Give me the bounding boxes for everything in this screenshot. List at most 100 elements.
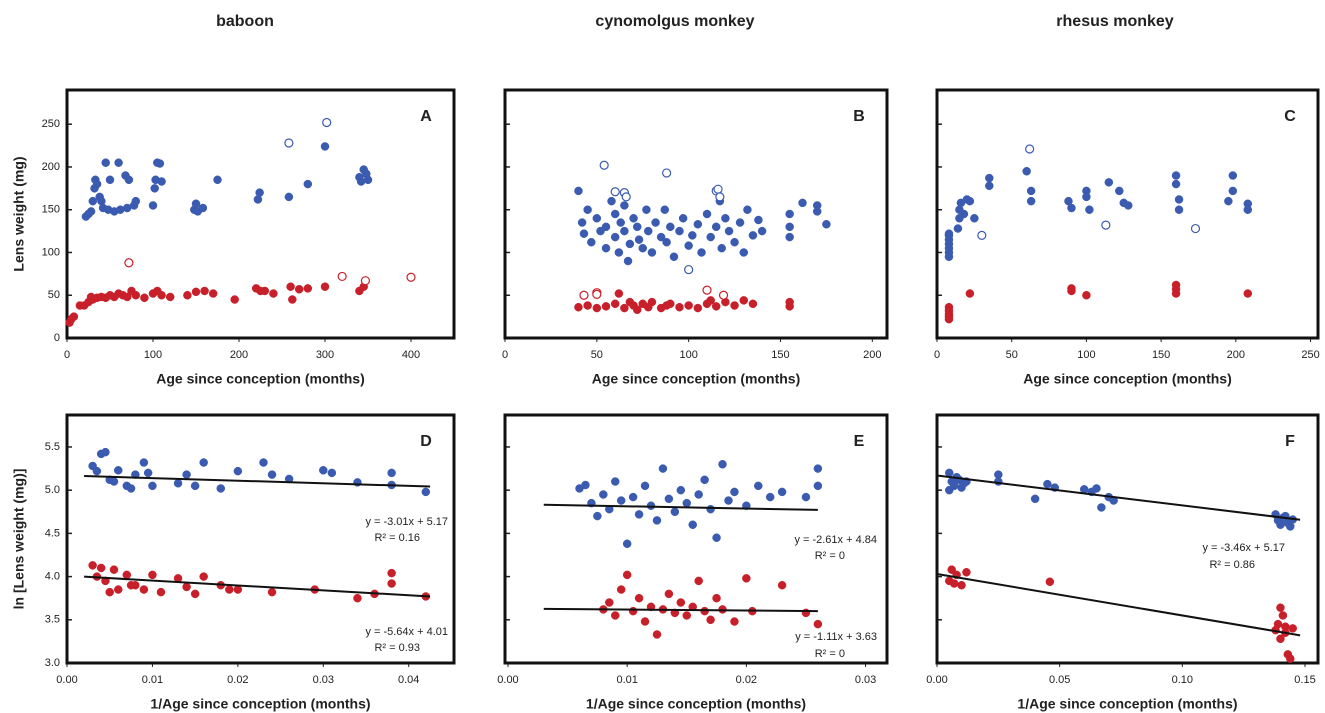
data-point xyxy=(1288,624,1297,633)
trend-r2: R² = 0 xyxy=(815,648,845,660)
y-tick-label: 3.0 xyxy=(45,657,60,669)
x-tick-label: 0.03 xyxy=(855,674,876,686)
data-point xyxy=(1092,484,1101,493)
data-point xyxy=(642,205,651,214)
data-point xyxy=(959,209,969,219)
plot-frame xyxy=(503,88,889,340)
data-point xyxy=(592,214,602,223)
data-point xyxy=(579,290,589,300)
data-point xyxy=(610,187,620,197)
panel-label: E xyxy=(854,433,865,450)
plot-frame xyxy=(65,413,456,665)
x-tick-label: 0.03 xyxy=(313,674,334,686)
data-point xyxy=(156,587,166,597)
data-point xyxy=(1043,479,1052,489)
data-point xyxy=(92,466,102,476)
data-point xyxy=(157,177,166,186)
data-point xyxy=(583,301,592,310)
x-tick-label: 50 xyxy=(591,349,603,361)
data-point xyxy=(985,181,994,191)
data-point xyxy=(1101,220,1111,230)
data-point xyxy=(694,490,703,499)
data-point xyxy=(621,192,631,202)
trend-r2: R² = 0.93 xyxy=(374,642,420,654)
data-point xyxy=(662,237,671,247)
y-tick-label: 3.5 xyxy=(45,614,60,626)
data-point xyxy=(114,158,123,167)
data-point xyxy=(610,611,620,620)
data-point xyxy=(150,184,159,193)
data-point xyxy=(634,235,644,244)
panel-label: A xyxy=(420,108,432,125)
data-point xyxy=(1171,289,1181,298)
x-tick-label: 400 xyxy=(402,349,420,361)
data-point xyxy=(583,205,592,214)
x-tick-label: 250 xyxy=(1301,349,1319,361)
data-point xyxy=(148,481,157,491)
data-point xyxy=(1104,178,1114,187)
data-point xyxy=(985,173,994,183)
data-point xyxy=(724,496,733,505)
data-point xyxy=(114,585,123,594)
column-title: rhesus monkey xyxy=(1056,13,1173,30)
trend-r2: R² = 0.86 xyxy=(1209,559,1255,571)
data-point xyxy=(260,286,270,296)
x-tick-label: 100 xyxy=(144,349,162,361)
data-point xyxy=(739,248,748,257)
data-point xyxy=(1276,603,1285,612)
data-point xyxy=(267,587,277,597)
x-tick-label: 0.02 xyxy=(736,674,757,686)
x-tick-label: 0.15 xyxy=(1294,674,1315,686)
data-point xyxy=(1243,289,1253,298)
data-point xyxy=(724,226,734,236)
data-point xyxy=(664,494,674,504)
trendline xyxy=(543,503,818,511)
data-point xyxy=(684,301,693,310)
plot-frame xyxy=(935,88,1320,340)
data-point xyxy=(1067,203,1076,213)
trendline xyxy=(84,475,431,488)
data-point xyxy=(632,222,642,232)
data-point xyxy=(675,302,684,312)
data-point xyxy=(1085,205,1094,214)
data-point xyxy=(86,207,96,216)
data-point xyxy=(577,218,587,227)
data-point xyxy=(199,458,208,467)
data-point xyxy=(225,585,234,594)
data-point xyxy=(721,214,730,223)
data-point xyxy=(994,477,1003,486)
data-point xyxy=(599,490,608,499)
trend-r2: R² = 0 xyxy=(815,550,845,562)
x-tick-label: 0.01 xyxy=(616,674,637,686)
y-tick-label: 0 xyxy=(54,332,60,344)
data-point xyxy=(712,593,721,603)
data-point xyxy=(1174,195,1184,204)
data-point xyxy=(191,199,201,208)
data-point xyxy=(96,563,106,573)
data-point xyxy=(678,214,688,223)
y-tick-label: 5.0 xyxy=(45,484,60,496)
data-point xyxy=(105,587,114,597)
data-point xyxy=(182,582,191,592)
data-point xyxy=(730,487,739,497)
data-point xyxy=(610,299,620,309)
data-point xyxy=(953,224,963,233)
x-tick-label: 100 xyxy=(1077,349,1095,361)
data-point xyxy=(638,243,647,253)
data-point xyxy=(1025,144,1035,154)
data-point xyxy=(628,606,638,616)
x-tick-label: 0.10 xyxy=(1172,674,1193,686)
data-point xyxy=(739,296,748,305)
plot-frame xyxy=(503,413,889,665)
data-point xyxy=(255,188,264,197)
x-axis-title: Age since conception (months) xyxy=(592,371,800,387)
data-point xyxy=(286,282,295,291)
data-point xyxy=(748,231,758,240)
data-point xyxy=(666,299,675,309)
data-point xyxy=(947,565,956,574)
data-point xyxy=(706,504,715,514)
data-point xyxy=(634,593,644,603)
trend-equation: y = -2.61x + 4.84 xyxy=(794,534,877,546)
data-point xyxy=(190,481,200,491)
data-point xyxy=(190,589,200,599)
